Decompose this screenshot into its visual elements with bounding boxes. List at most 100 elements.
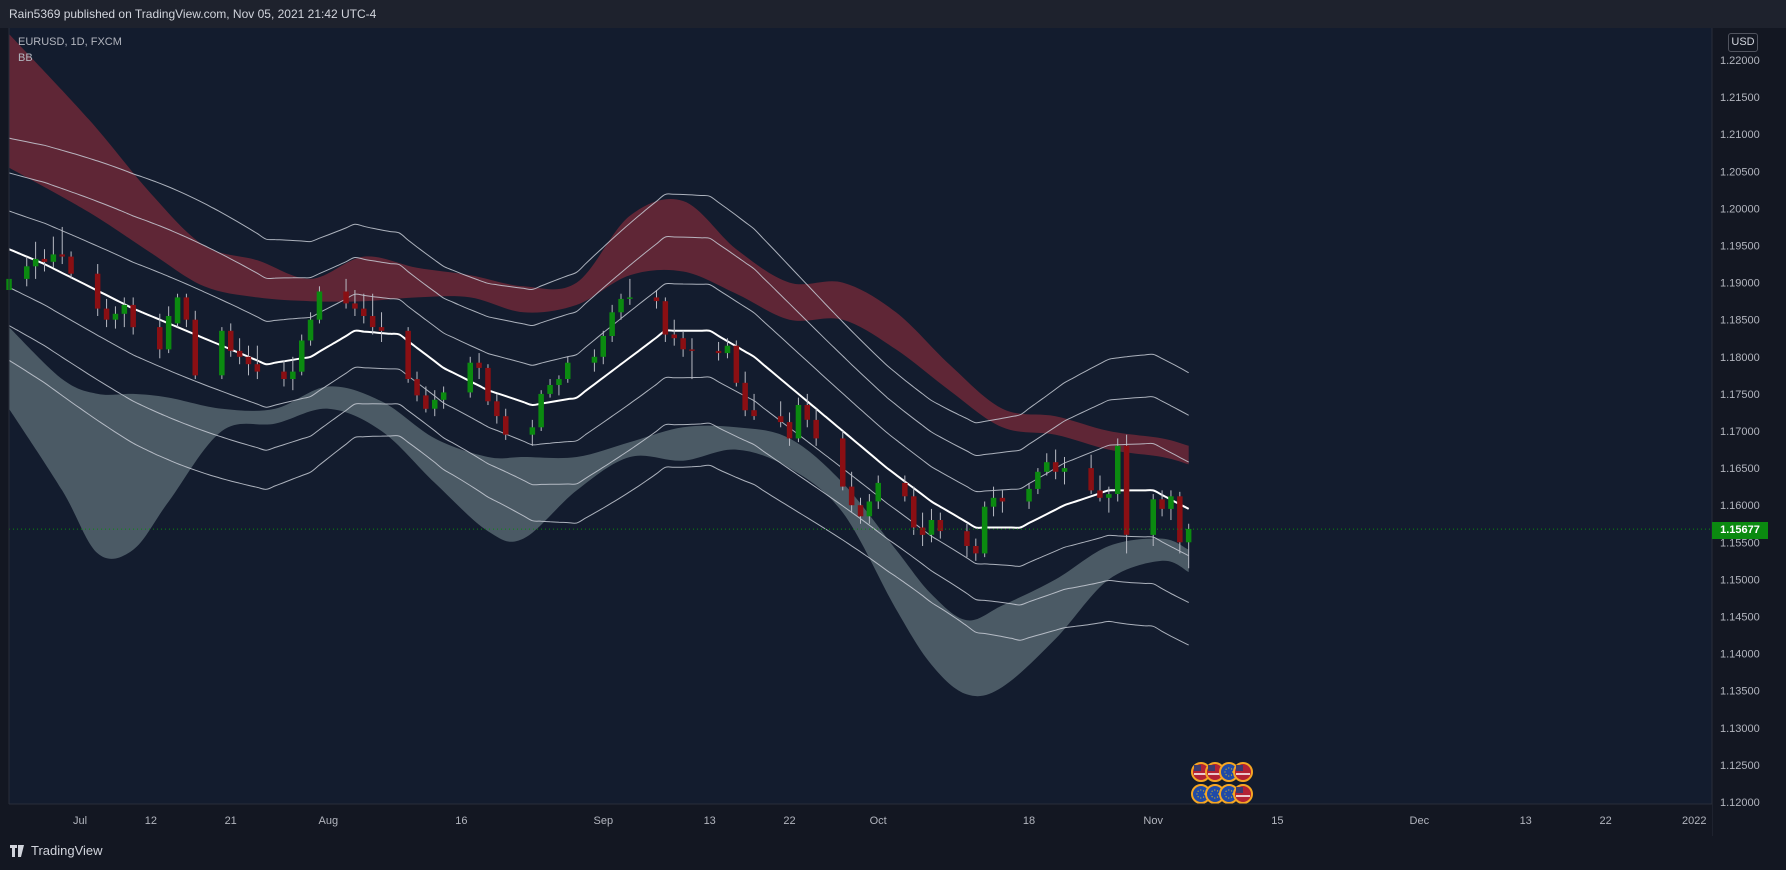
candle-down <box>1177 496 1183 543</box>
price-tick: 1.15500 <box>1720 537 1760 549</box>
candle-down <box>1159 499 1165 509</box>
candle-up <box>32 258 39 267</box>
candle-up <box>1035 471 1041 489</box>
candle-down <box>689 349 695 351</box>
candle-up <box>467 362 473 393</box>
candle-down <box>41 258 48 262</box>
chart-legend[interactable]: EURUSD, 1D, FXCM BB <box>18 34 122 66</box>
candle-down <box>369 316 376 328</box>
price-tick: 1.12000 <box>1720 797 1760 809</box>
economic-events[interactable] <box>1191 762 1253 804</box>
price-tick: 1.19000 <box>1720 278 1760 290</box>
lower-cloud <box>9 327 1189 697</box>
tradingview-logo[interactable]: TradingView <box>10 843 103 858</box>
candle-up <box>795 405 802 439</box>
candle-down <box>653 297 660 302</box>
symbol-label[interactable]: EURUSD, 1D, FXCM <box>18 36 122 48</box>
time-tick: 21 <box>225 815 237 827</box>
candle-down <box>228 330 234 351</box>
candle-up <box>307 319 314 341</box>
candle-down <box>777 416 784 423</box>
candle-up <box>1150 499 1156 535</box>
candle-down <box>999 497 1006 502</box>
candle-up <box>1106 494 1112 498</box>
candle-down <box>1088 468 1094 491</box>
time-tick: Jul <box>73 815 87 827</box>
candle-up <box>724 345 731 354</box>
candle-up <box>1168 496 1174 509</box>
candle-up <box>538 393 544 428</box>
time-tick: Dec <box>1410 815 1430 827</box>
price-tick: 1.13500 <box>1720 686 1760 698</box>
candle-up <box>609 312 615 336</box>
candle-down <box>192 319 198 376</box>
candle-down <box>733 345 740 383</box>
time-axis-bg <box>0 804 1712 836</box>
price-tick: 1.18500 <box>1720 315 1760 327</box>
candle-up <box>866 501 873 517</box>
candle-down <box>494 401 500 417</box>
flag-canton <box>1236 765 1243 771</box>
top-bar: Rain5369 published on TradingView.com, N… <box>0 0 1786 28</box>
candle-down <box>742 382 748 411</box>
candle-up <box>316 291 323 320</box>
time-tick: 2022 <box>1682 815 1706 827</box>
time-tick: 13 <box>1520 815 1532 827</box>
candle-down <box>911 496 917 528</box>
flag-canton <box>1208 765 1215 771</box>
candle-up <box>1115 445 1121 494</box>
candle-down <box>1123 445 1130 535</box>
candle-down <box>405 330 411 379</box>
candle-up <box>50 254 57 262</box>
candle-down <box>59 254 65 257</box>
candle-up <box>627 297 633 299</box>
candle-down <box>786 422 793 439</box>
candle-up <box>981 506 988 554</box>
candle-up <box>440 392 447 400</box>
upper-band-3 <box>8 137 1189 424</box>
candle-down <box>476 362 482 368</box>
time-tick: 22 <box>783 815 795 827</box>
price-tick: 1.20000 <box>1720 203 1760 215</box>
price-tick: 1.14000 <box>1720 649 1760 661</box>
price-tick: 1.14500 <box>1720 612 1760 624</box>
time-tick: 18 <box>1023 815 1035 827</box>
time-tick: 15 <box>1271 815 1283 827</box>
candle-up <box>1185 528 1192 543</box>
price-axis-bg <box>1713 28 1786 836</box>
candle-down <box>973 546 979 554</box>
currency-label[interactable]: USD <box>1728 33 1758 52</box>
bollinger-bands <box>8 137 1190 646</box>
candle-down <box>68 256 74 274</box>
candle-down <box>281 371 287 379</box>
candle-down <box>840 438 846 487</box>
candle-down <box>361 308 367 316</box>
time-axis[interactable]: Jul 12 21 Aug 16 Sep 13 22 Oct 18 Nov 15 Dec 13 22 2022 <box>0 28 1712 836</box>
candle-down <box>352 303 358 309</box>
bottom-bar <box>0 836 1786 870</box>
published-caption: Rain5369 published on TradingView.com, N… <box>9 7 377 21</box>
candle-up <box>1026 488 1032 502</box>
candle-up <box>928 520 935 535</box>
candle-down <box>715 350 722 354</box>
candle-up <box>174 297 181 324</box>
band-clouds <box>9 34 1189 697</box>
candle-down <box>902 482 908 497</box>
lower-band-2 <box>8 325 1189 606</box>
price-axis[interactable]: 1.22000 1.21500 1.21000 1.20500 1.20000 1.195… <box>1711 28 1786 836</box>
price-tick: 1.17500 <box>1720 389 1760 401</box>
candle-up <box>112 313 119 320</box>
candle-up <box>547 385 553 394</box>
candle-down <box>751 410 757 417</box>
time-tick: 16 <box>455 815 467 827</box>
candle-up <box>290 371 296 379</box>
indicator-label[interactable]: BB <box>18 52 33 64</box>
candles[interactable] <box>6 226 1712 569</box>
price-tick: 1.18000 <box>1720 352 1760 364</box>
candle-up <box>556 379 562 385</box>
candle-up <box>1061 468 1068 472</box>
candle-down <box>937 520 944 532</box>
time-tick: Sep <box>594 815 614 827</box>
candle-down <box>94 273 101 309</box>
